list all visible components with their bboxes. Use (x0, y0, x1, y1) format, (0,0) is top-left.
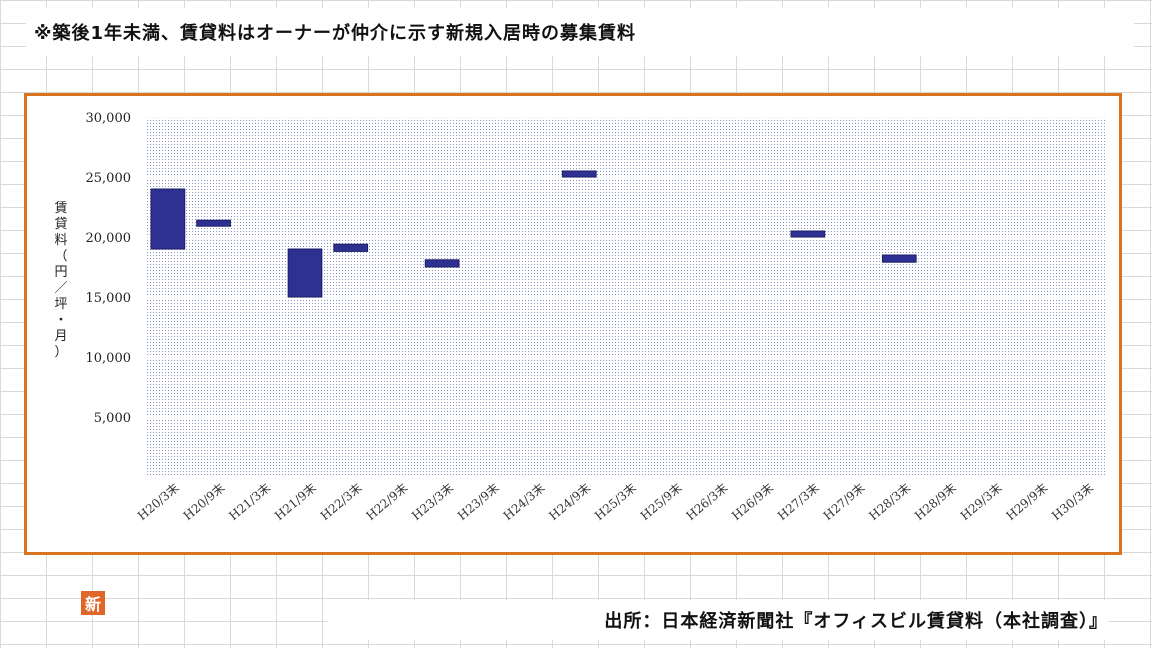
y-axis-label-char: ・ (54, 313, 67, 328)
y-axis-label-char: 坪 (54, 297, 67, 312)
bar (196, 219, 231, 227)
source-citation: 出所：日本経済新聞社『オフィスビル賃貸料（本社調査）』 (328, 600, 1108, 640)
x-tick-label: H29/3末 (958, 481, 1005, 523)
nikkei-logo: 新 (81, 591, 105, 615)
rent-chart: 5,000 10,000 15,000 20,000 25,000 30,000 H20/… (54, 111, 1105, 523)
bar (790, 230, 826, 238)
bar (333, 243, 369, 252)
x-tick-label: H25/3末 (592, 481, 639, 523)
y-axis-label-char: 賃 (54, 201, 67, 216)
x-tick-label: H23/9末 (455, 481, 502, 523)
y-tick-label: 20,000 (86, 231, 132, 246)
x-tick-label: H20/9末 (181, 481, 228, 523)
bar (881, 254, 917, 263)
x-tick-label: H21/9末 (272, 481, 319, 523)
y-tick-label: 30,000 (86, 111, 132, 126)
y-axis-label-char: （ (54, 249, 67, 264)
y-tick-label: 15,000 (86, 291, 132, 306)
chart-note: ※築後1年未満、賃貸料はオーナーが仲介に示す新規入居時の募集賃料 (26, 8, 1134, 56)
x-tick-label: H22/9末 (363, 481, 410, 523)
x-tick-label: H24/3末 (501, 481, 548, 523)
x-tick-label: H25/9末 (638, 481, 685, 523)
y-axis-label-char: ） (54, 345, 67, 360)
y-axis-label-char: 貸 (54, 216, 67, 232)
y-tick-label: 10,000 (86, 351, 132, 366)
chart-frame: 5,000 10,000 15,000 20,000 25,000 30,000 H20/… (24, 93, 1122, 615)
x-tick-label: H27/9末 (821, 481, 868, 523)
x-tick-label: H29/9末 (1003, 481, 1050, 523)
x-tick-label: H26/9末 (729, 481, 776, 523)
x-tick-label: H28/3末 (866, 481, 913, 523)
x-tick-label: H27/3末 (775, 481, 822, 523)
y-tick-label: 5,000 (94, 411, 131, 426)
x-tick-label: H26/3末 (683, 481, 730, 523)
x-tick-label: H24/9末 (546, 481, 593, 523)
y-axis-label-char: 月 (54, 329, 67, 344)
x-tick-label: H21/3末 (226, 481, 273, 523)
x-tick-label: H23/3末 (409, 481, 456, 523)
y-tick-label: 25,000 (86, 171, 132, 186)
y-axis-label-char: 円 (54, 265, 67, 280)
bar (150, 188, 186, 250)
x-tick-label: H22/3末 (318, 481, 365, 523)
x-tick-label: H30/3末 (1049, 481, 1096, 523)
y-axis-label-char: 料 (54, 233, 67, 248)
x-tick-label: H20/3末 (135, 481, 182, 523)
x-tick-label: H28/9末 (912, 481, 959, 523)
bar (424, 259, 460, 268)
bar (561, 170, 597, 178)
bar (287, 248, 323, 298)
y-axis-label-char: ／ (54, 281, 67, 296)
